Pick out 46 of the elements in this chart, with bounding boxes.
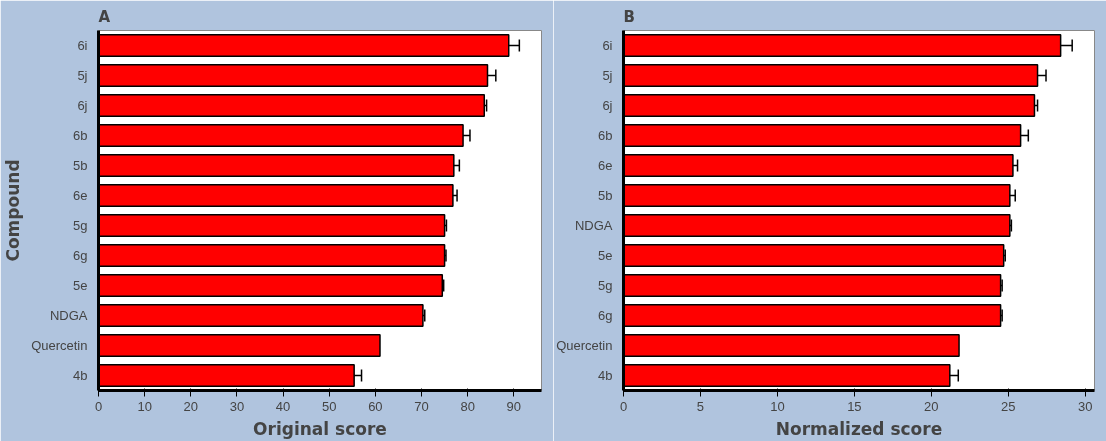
x-tick-label: 20	[924, 398, 939, 414]
x-tick-label: 40	[275, 398, 291, 414]
x-tick-label: 10	[770, 398, 785, 414]
y-tick-label: 5g	[598, 278, 613, 293]
x-tick-label: 15	[847, 398, 862, 414]
y-tick-label: 6b	[73, 128, 88, 143]
y-tick-label: 6e	[598, 158, 613, 173]
x-tick-label: 50	[322, 398, 337, 414]
x-tick-label: 0	[619, 398, 628, 414]
y-tick-label: 6e	[73, 188, 88, 203]
x-tick-label: 30	[1078, 398, 1093, 414]
x-tick-label: 90	[506, 398, 522, 414]
y-tick-label: 4b	[73, 368, 88, 383]
y-tick-label: 6j	[77, 98, 88, 113]
y-axis-title: Compound	[3, 159, 24, 262]
y-tick-label: 6i	[602, 38, 613, 53]
x-tick-label: 5	[696, 398, 705, 414]
y-tick-label: 5b	[598, 188, 613, 203]
y-tick-label: 5b	[73, 158, 88, 173]
x-axis-title: Original score	[253, 418, 387, 439]
y-tick-label: 6g	[73, 248, 88, 263]
y-tick-label: 5e	[73, 278, 88, 293]
x-tick-label: 70	[414, 398, 429, 414]
y-tick-label: 6j	[602, 98, 613, 113]
x-tick-label: 60	[368, 398, 383, 414]
x-tick-label: 10	[137, 398, 152, 414]
y-tick-label: 5j	[602, 68, 613, 83]
x-tick-label: 25	[1001, 398, 1016, 414]
y-tick-label: 5e	[598, 248, 613, 263]
y-tick-label: 5g	[73, 218, 88, 233]
x-tick-label: 80	[460, 398, 475, 414]
x-tick-label: 0	[94, 398, 103, 414]
x-axis-title: Normalized score	[775, 418, 943, 439]
y-tick-label: 6i	[77, 38, 88, 53]
y-tick-label: NDGA	[574, 218, 613, 233]
y-tick-label: Quercetin	[31, 338, 88, 353]
y-tick-label: NDGA	[49, 308, 88, 323]
x-tick-label: 20	[183, 398, 199, 414]
y-tick-label: Quercetin	[556, 338, 613, 353]
y-tick-label: 4b	[598, 368, 613, 383]
y-tick-label: 6b	[598, 128, 613, 143]
y-tick-label: 6g	[598, 308, 613, 323]
y-tick-label: 5j	[77, 68, 88, 83]
chart-title: B	[623, 7, 635, 26]
chart-title: A	[98, 7, 111, 26]
x-tick-label: 30	[229, 398, 245, 414]
